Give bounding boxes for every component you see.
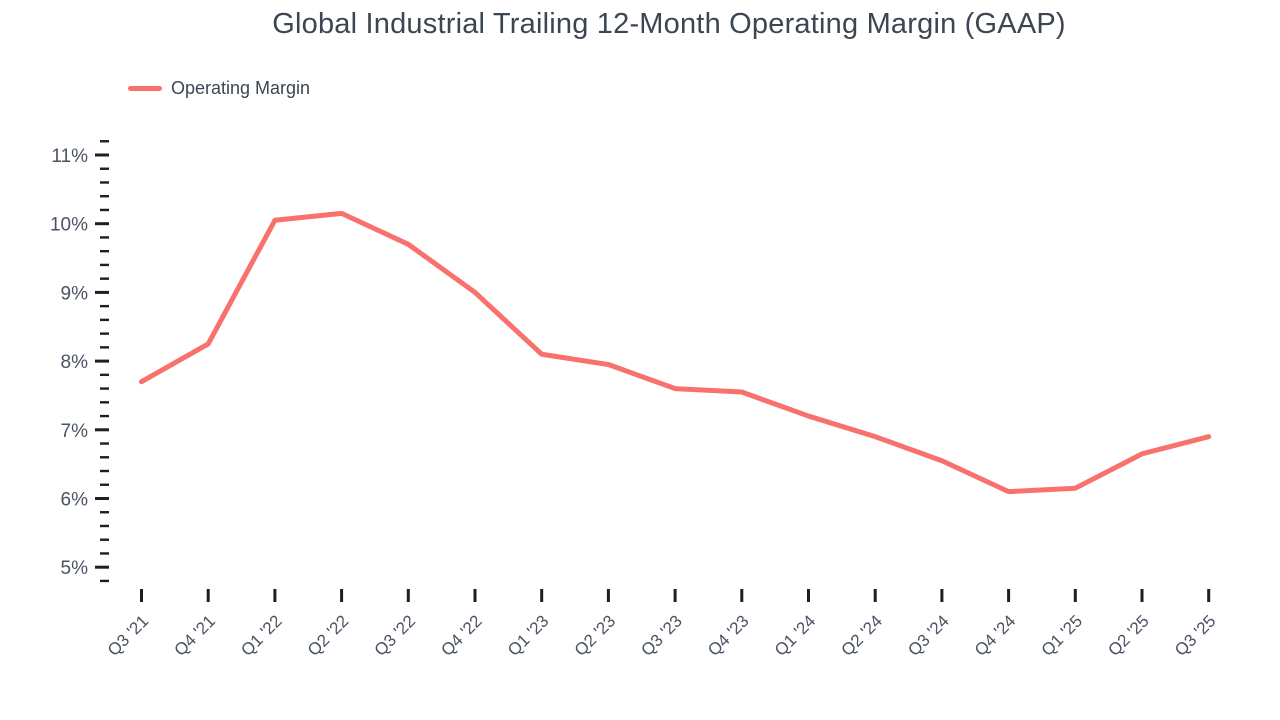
y-axis-minor-tick: [100, 277, 109, 280]
x-axis-tick: [740, 589, 744, 602]
x-axis-tick-label: Q3 '25: [1171, 611, 1219, 659]
x-axis-tick-label: Q1 '22: [237, 611, 285, 659]
x-axis-tick: [606, 589, 610, 602]
x-axis-tick-label: Q4 '21: [171, 611, 219, 659]
x-axis-tick-label: Q2 '24: [838, 611, 886, 659]
x-axis-tick: [540, 589, 544, 602]
y-axis-minor-tick: [100, 181, 109, 184]
y-axis-minor-tick: [100, 195, 109, 198]
y-axis-minor-tick: [100, 167, 109, 170]
y-axis-minor-tick: [100, 401, 109, 404]
x-axis-tick: [873, 589, 877, 602]
x-axis-tick-label: Q3 '24: [904, 611, 952, 659]
y-axis-minor-tick: [100, 552, 109, 555]
y-axis-minor-tick: [100, 208, 109, 212]
y-axis-minor-tick: [100, 483, 109, 486]
y-axis-minor-tick: [100, 236, 109, 239]
chart-title: Global Industrial Trailing 12-Month Oper…: [272, 8, 1066, 40]
legend-label: Operating Margin: [171, 78, 311, 98]
x-axis-tick: [1073, 589, 1077, 602]
y-axis-major-tick: [95, 428, 109, 432]
x-axis-tick: [206, 589, 210, 602]
y-axis-minor-tick: [100, 469, 109, 473]
x-axis-tick: [940, 589, 944, 602]
y-axis-minor-tick: [100, 140, 109, 143]
y-axis-minor-tick: [100, 318, 109, 322]
y-axis-minor-tick: [100, 414, 109, 418]
y-axis-tick-label: 5%: [61, 558, 89, 579]
y-axis-minor-tick: [100, 249, 109, 253]
y-axis-minor-tick: [100, 387, 109, 390]
x-axis-tick: [406, 589, 410, 602]
y-axis-major-tick: [95, 153, 109, 157]
y-axis-minor-tick: [100, 373, 109, 377]
x-axis-tick: [273, 589, 277, 602]
y-axis-minor-tick: [100, 579, 109, 583]
x-axis-tick: [1007, 589, 1011, 602]
y-axis-tick-label: 7%: [61, 421, 89, 442]
y-axis-minor-tick: [100, 304, 109, 308]
x-axis-tick-label: Q4 '24: [971, 611, 1019, 659]
y-axis-minor-tick: [100, 263, 109, 267]
y-axis-major-tick: [95, 497, 109, 500]
y-axis-minor-tick: [100, 332, 109, 335]
y-axis-tick-label: 11%: [51, 146, 88, 167]
x-axis-tick: [1207, 589, 1211, 602]
x-axis-tick: [473, 589, 477, 602]
x-axis-tick-label: Q4 '23: [704, 611, 752, 659]
y-axis-minor-tick: [100, 346, 109, 349]
x-axis-tick-label: Q3 '21: [104, 611, 152, 659]
x-axis-tick: [340, 589, 344, 602]
y-axis-tick-label: 8%: [61, 352, 89, 373]
y-axis-tick-label: 6%: [61, 490, 89, 511]
y-axis-tick-label: 10%: [50, 215, 88, 236]
x-axis-tick-label: Q2 '25: [1104, 611, 1152, 659]
y-axis-minor-tick: [100, 442, 109, 445]
x-axis-tick: [807, 589, 810, 602]
y-axis-minor-tick: [100, 524, 109, 528]
x-axis-tick-label: Q3 '22: [371, 611, 419, 659]
legend: Operating Margin: [128, 78, 310, 99]
x-axis-tick: [140, 589, 143, 602]
y-axis-minor-tick: [100, 538, 109, 541]
x-axis-tick-label: Q4 '22: [437, 611, 485, 659]
x-axis-tick: [1140, 589, 1144, 602]
y-axis-minor-tick: [100, 456, 109, 459]
x-axis-tick-label: Q2 '22: [304, 611, 352, 659]
x-axis-tick-label: Q1 '23: [504, 611, 552, 659]
x-axis-tick-label: Q3 '23: [637, 611, 685, 659]
y-axis-major-tick: [95, 222, 109, 226]
x-axis-tick: [673, 589, 677, 602]
y-axis-major-tick: [95, 565, 109, 569]
x-axis-tick-label: Q2 '23: [571, 611, 619, 659]
y-axis-major-tick: [95, 359, 109, 363]
y-axis-major-tick: [95, 290, 109, 294]
y-axis-minor-tick: [100, 511, 109, 514]
y-axis-tick-label: 9%: [61, 283, 89, 304]
operating-margin-line: [139, 210, 1212, 495]
x-axis-tick-label: Q1 '25: [1038, 611, 1086, 659]
legend-line-swatch: [128, 86, 162, 91]
x-axis-tick-label: Q1 '24: [771, 611, 819, 659]
